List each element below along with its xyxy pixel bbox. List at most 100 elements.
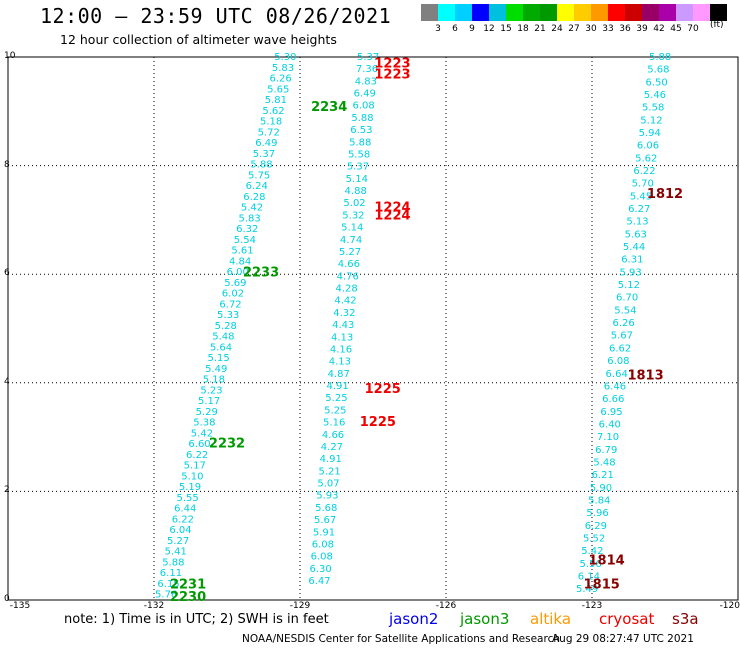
color-scale-unit: (ft) bbox=[710, 20, 724, 30]
pass-time-label: 2232 bbox=[209, 437, 245, 452]
wave-height-value: 5.14 bbox=[341, 223, 363, 234]
wave-height-value: 4.84 bbox=[229, 256, 251, 267]
wave-height-value: 5.28 bbox=[215, 321, 237, 332]
wave-height-value: 5.12 bbox=[618, 280, 640, 291]
color-swatch bbox=[421, 4, 438, 21]
wave-height-value: 4.27 bbox=[321, 442, 343, 453]
wave-height-value: 5.21 bbox=[319, 466, 341, 477]
color-swatch bbox=[523, 4, 540, 21]
legend-jason3: jason3 bbox=[460, 610, 510, 628]
wave-height-value: 5.83 bbox=[238, 213, 260, 224]
x-tick-label: -135 bbox=[9, 601, 31, 611]
pass-time-label: 1224 bbox=[374, 208, 410, 223]
wave-height-value: 6.62 bbox=[609, 343, 631, 354]
color-swatch bbox=[506, 4, 523, 21]
wave-height-value: 5.68 bbox=[315, 503, 337, 514]
color-scale-label: 15 bbox=[500, 24, 512, 34]
wave-height-value: 5.83 bbox=[272, 63, 294, 74]
wave-height-value: 5.64 bbox=[210, 342, 232, 353]
color-scale-label: 12 bbox=[483, 24, 495, 34]
wave-height-value: 6.08 bbox=[311, 552, 333, 563]
wave-height-value: 5.62 bbox=[262, 106, 284, 117]
wave-height-value: 5.45 bbox=[630, 191, 652, 202]
pass-time-label: 2233 bbox=[243, 265, 279, 280]
color-swatch bbox=[676, 4, 693, 21]
color-swatch bbox=[642, 4, 659, 21]
wave-height-value: 5.07 bbox=[317, 479, 339, 490]
color-swatch bbox=[625, 4, 642, 21]
color-scale-label: 70 bbox=[687, 24, 699, 34]
wave-height-value: 6.08 bbox=[352, 101, 374, 112]
pass-time-label: 1814 bbox=[589, 553, 625, 568]
wave-height-value: 5.76 bbox=[155, 590, 177, 601]
wave-height-value: 6.06 bbox=[637, 141, 659, 152]
wave-height-value: 6.14 bbox=[578, 571, 600, 582]
wave-height-value: 4.13 bbox=[331, 332, 353, 343]
color-swatch bbox=[455, 4, 472, 21]
color-scale-label: 18 bbox=[517, 24, 529, 34]
pass-time-label: 1224 bbox=[374, 200, 410, 215]
pass-time-label: 2230 bbox=[170, 590, 206, 605]
color-scale-label: 27 bbox=[568, 24, 580, 34]
color-swatch bbox=[557, 4, 574, 21]
pass-time-label: 2234 bbox=[311, 100, 347, 115]
legend-altika: altika bbox=[530, 610, 572, 628]
wave-height-value: 5.42 bbox=[581, 546, 603, 557]
x-tick-label: -120 bbox=[719, 601, 740, 611]
wave-height-value: 6.50 bbox=[646, 77, 668, 88]
pass-time-label: 1225 bbox=[365, 382, 401, 397]
wave-height-value: 6.32 bbox=[236, 224, 258, 235]
wave-height-value: 5.18 bbox=[203, 375, 225, 386]
color-swatch bbox=[472, 4, 489, 21]
wave-height-value: 5.91 bbox=[313, 527, 335, 538]
wave-height-value: 6.22 bbox=[172, 514, 194, 525]
wave-height-value: 6.40 bbox=[599, 419, 621, 430]
wave-height-value: 6.22 bbox=[186, 450, 208, 461]
legend-s3a: s3a bbox=[672, 610, 699, 628]
wave-height-value: 5.88 bbox=[250, 160, 272, 171]
color-scale-label: 36 bbox=[619, 24, 631, 34]
color-scale-label: 45 bbox=[670, 24, 682, 34]
wave-height-value: 6.49 bbox=[354, 89, 376, 100]
x-tick-label: -123 bbox=[581, 601, 603, 611]
wave-height-value: 5.37 bbox=[347, 162, 369, 173]
wave-height-value: 5.93 bbox=[619, 267, 641, 278]
wave-height-value: 6.49 bbox=[255, 138, 277, 149]
wave-height-value: 5.52 bbox=[583, 533, 605, 544]
wave-height-value: 5.69 bbox=[224, 278, 246, 289]
wave-height-value: 6.79 bbox=[595, 445, 617, 456]
wave-height-value: 5.88 bbox=[349, 137, 371, 148]
color-swatch bbox=[693, 4, 710, 21]
pass-time-label: 2231 bbox=[170, 578, 206, 593]
wave-height-value: 5.58 bbox=[348, 149, 370, 160]
wave-height-value: 5.67 bbox=[611, 331, 633, 342]
wave-height-value: 4.91 bbox=[320, 454, 342, 465]
wave-height-value: 5.63 bbox=[625, 229, 647, 240]
wave-height-value: 5.16 bbox=[323, 418, 345, 429]
y-tick-label: 6 bbox=[4, 268, 10, 279]
wave-height-value: 4.74 bbox=[340, 235, 362, 246]
wave-height-value: 6.22 bbox=[633, 166, 655, 177]
wave-height-value: 6.44 bbox=[174, 504, 196, 515]
x-tick-label: -126 bbox=[435, 601, 457, 611]
y-tick-label: 8 bbox=[4, 159, 10, 170]
color-swatch bbox=[574, 4, 591, 21]
wave-height-value: 6.70 bbox=[616, 293, 638, 304]
wave-height-value: 6.60 bbox=[188, 439, 210, 450]
wave-height-value: 5.84 bbox=[588, 495, 610, 506]
wave-height-value: 5.41 bbox=[165, 547, 187, 558]
wave-height-value: 5.19 bbox=[179, 482, 201, 493]
wave-height-value: 4.28 bbox=[335, 284, 357, 295]
wave-height-value: 4.83 bbox=[355, 76, 377, 87]
wave-height-value: 4.43 bbox=[332, 320, 354, 331]
wave-height-value: 5.32 bbox=[342, 210, 364, 221]
wave-height-value: 4.88 bbox=[345, 186, 367, 197]
wave-height-value: 5.56 bbox=[579, 559, 601, 570]
wave-height-value: 5.18 bbox=[260, 117, 282, 128]
wave-height-value: 6.02 bbox=[222, 289, 244, 300]
wave-height-value: 7.10 bbox=[597, 432, 619, 443]
wave-height-value: 5.46 bbox=[644, 90, 666, 101]
wave-height-value: 5.61 bbox=[231, 246, 253, 257]
legend-jason2: jason2 bbox=[389, 610, 439, 628]
wave-height-value: 4.32 bbox=[333, 308, 355, 319]
